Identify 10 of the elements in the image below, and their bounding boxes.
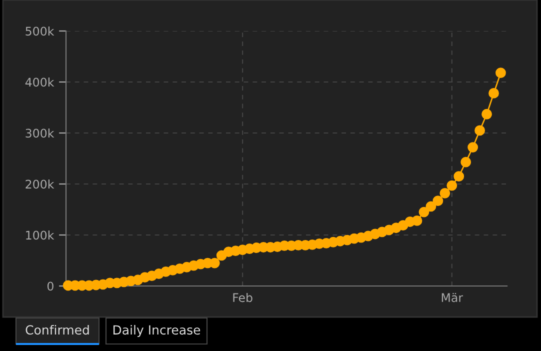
y-tick-label: 300k [26, 128, 54, 138]
text: Daily Increase [113, 324, 200, 338]
y-tick-label: 100k [26, 230, 54, 240]
x-tick-label: Mär [442, 292, 464, 302]
y-tick-label: 0 [47, 282, 54, 291]
y-tick-label: 500k [26, 26, 54, 36]
y-tick-label: 400k [25, 78, 54, 87]
text: Confirmed [26, 324, 89, 335]
x-tick-label: Feb [233, 292, 252, 302]
y-tick-label: 200k [26, 180, 54, 189]
